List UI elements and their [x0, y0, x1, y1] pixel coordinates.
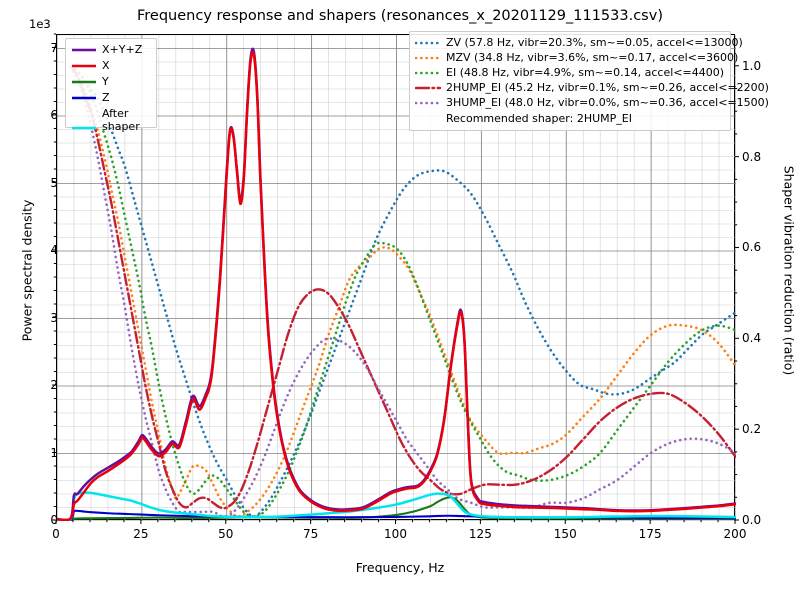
y-tick-label: 0 [50, 513, 58, 527]
legend-item-label: X [102, 59, 110, 72]
legend-swatch-icon [415, 51, 441, 65]
legend-item-label: Z [102, 91, 110, 104]
y2-axis-label: Shaper vibration reduction (ratio) [781, 165, 797, 376]
legend-item-label: EI (48.8 Hz, vibr=4.9%, sm~=0.14, accel<… [446, 66, 724, 79]
legend-swatch-icon [71, 121, 97, 135]
y2-tick-label: 0.0 [742, 513, 762, 527]
psd-legend: X+Y+Z X Y Z After shaper [65, 38, 157, 133]
legend-swatch-icon [415, 66, 441, 80]
x-tick-label: 50 [218, 527, 234, 541]
psd-curve-aftershaper [57, 491, 736, 521]
y-tick-label: 6 [50, 108, 58, 122]
psd-curve-x [57, 50, 736, 521]
y-axis-multiplier: 1e3 [29, 17, 51, 31]
y-tick-label: 4 [50, 243, 58, 257]
y2-tick-label: 0.8 [742, 149, 762, 164]
x-tick-label: 150 [553, 527, 577, 541]
legend-swatch-icon [415, 36, 441, 50]
legend-item-label: 3HUMP_EI (48.0 Hz, vibr=0.0%, sm~=0.36, … [446, 96, 769, 109]
legend-item-z[interactable]: Z [71, 91, 151, 107]
major-gridlines [57, 35, 736, 521]
legend-item-label: 2HUMP_EI (45.2 Hz, vibr=0.1%, sm~=0.26, … [446, 81, 769, 94]
legend-swatch-icon [71, 91, 97, 105]
shaper-curves [69, 65, 736, 518]
legend-swatch-icon [71, 75, 97, 89]
y-tick-label: 1 [50, 445, 58, 460]
legend-item-label: ZV (57.8 Hz, vibr=20.3%, sm~=0.05, accel… [446, 36, 743, 49]
y-tick-label: 2 [50, 378, 58, 392]
legend-item-x+y+z[interactable]: X+Y+Z [71, 43, 151, 59]
legend-item-label: After shaper [102, 107, 140, 133]
y-tick-label: 3 [50, 310, 58, 325]
shaper-curve-ei [69, 65, 736, 518]
shaper-curve-mzv [69, 65, 736, 518]
shaper-curve-3hump_ei [69, 65, 736, 518]
y2-tick-label: 0.4 [742, 331, 762, 346]
legend-swatch-icon [71, 43, 97, 57]
chart-title: Frequency response and shapers (resonanc… [137, 8, 663, 24]
recommended-shaper-text: Recommended shaper: 2HUMP_EI [446, 112, 632, 125]
legend-item-2hump_ei[interactable]: 2HUMP_EI (45.2 Hz, vibr=0.1%, sm~=0.26, … [415, 81, 769, 96]
x-tick-label: 125 [468, 527, 492, 541]
legend-swatch-icon [415, 96, 441, 110]
y2-tick-label: 0.2 [742, 422, 762, 437]
x-tick-label: 175 [638, 527, 662, 541]
legend-item-aftershaper[interactable]: After shaper [71, 107, 151, 133]
legend-item-mzv[interactable]: MZV (34.8 Hz, vibr=3.6%, sm~=0.17, accel… [415, 51, 738, 66]
x-tick-label: 200 [723, 527, 747, 541]
shaper-curve-2hump_ei [69, 65, 736, 510]
legend-item-label: MZV (34.8 Hz, vibr=3.6%, sm~=0.17, accel… [446, 51, 739, 64]
shaper-legend: ZV (57.8 Hz, vibr=20.3%, sm~=0.05, accel… [409, 31, 769, 131]
x-tick-label: 75 [302, 527, 319, 541]
legend-item-label: X+Y+Z [102, 43, 143, 56]
legend-item-y[interactable]: Y [71, 75, 151, 91]
x-tick-label: 0 [52, 527, 60, 541]
shaper-curve-zv [69, 65, 736, 518]
y-tick-label: 5 [50, 175, 58, 190]
x-axis-label: Frequency, Hz [355, 560, 445, 575]
y-tick-label: 7 [50, 40, 58, 55]
x-tick-label: 100 [384, 527, 407, 541]
x-tick-label: 25 [133, 527, 149, 541]
legend-item-zv[interactable]: ZV (57.8 Hz, vibr=20.3%, sm~=0.05, accel… [415, 36, 743, 51]
y-axis-label: Power spectral density [19, 199, 35, 342]
legend-item-3hump_ei[interactable]: 3HUMP_EI (48.0 Hz, vibr=0.0%, sm~=0.36, … [415, 96, 769, 111]
legend-item-x[interactable]: X [71, 59, 151, 75]
y2-tick-label: 1.0 [742, 58, 762, 73]
y2-tick-label: 0.6 [742, 240, 762, 255]
legend-item-label: Y [102, 75, 109, 88]
legend-swatch-icon [71, 59, 97, 73]
psd-curves [57, 47, 736, 521]
legend-swatch-icon [415, 81, 441, 95]
legend-item-ei[interactable]: EI (48.8 Hz, vibr=4.9%, sm~=0.14, accel<… [415, 66, 725, 81]
